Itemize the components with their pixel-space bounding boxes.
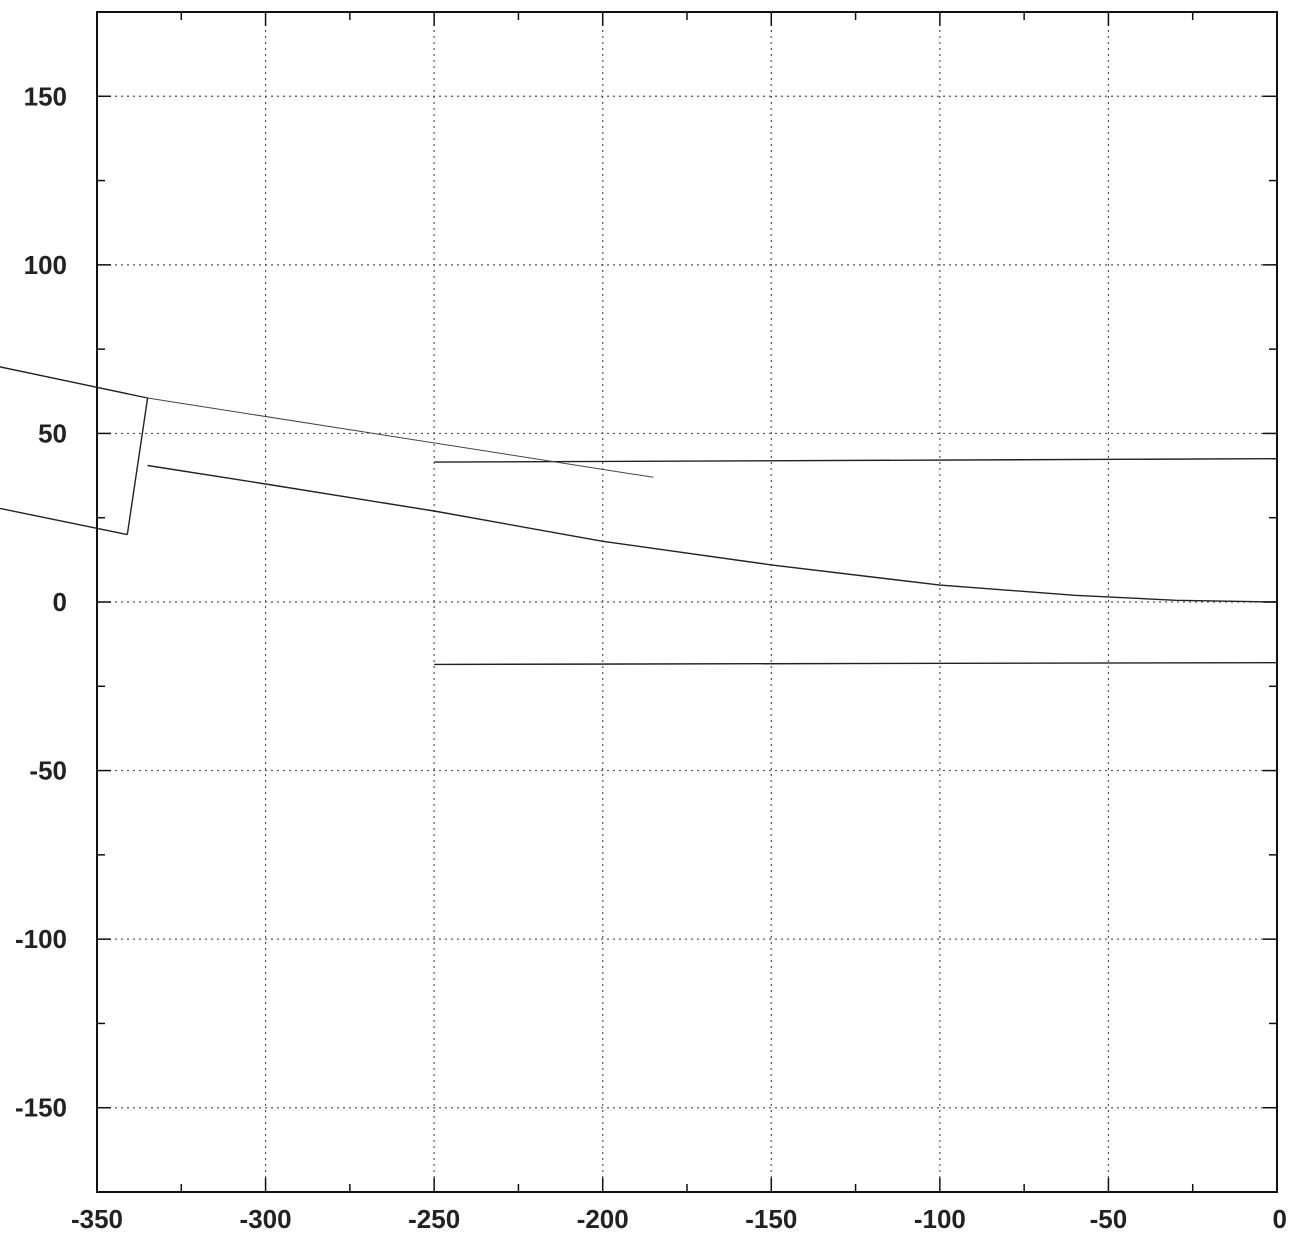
x-tick-label: -300 [240, 1204, 292, 1234]
y-tick-label: 150 [24, 81, 67, 111]
y-tick-label: -150 [15, 1093, 67, 1123]
x-axis-tick-labels: -350 -300 -250 -200 -150 -100 -50 0 [71, 1204, 1287, 1234]
x-tick-label: -200 [577, 1204, 629, 1234]
x-tick-label: -50 [1090, 1204, 1128, 1234]
y-tick-label: 100 [24, 250, 67, 280]
y-tick-label: 50 [38, 418, 67, 448]
x-tick-label: -150 [745, 1204, 797, 1234]
series-line-6 [126, 397, 149, 535]
x-tick-label: -250 [408, 1204, 460, 1234]
axis-ticks [96, 11, 1278, 1193]
y-tick-label: -50 [29, 756, 67, 786]
grid [97, 12, 1277, 1192]
x-tick-label: 0 [1273, 1204, 1287, 1234]
data-series [0, 366, 1278, 666]
series-line-5 [147, 397, 654, 478]
x-tick-label: -350 [71, 1204, 123, 1234]
series-line-1 [434, 458, 1278, 463]
x-tick-label: -100 [914, 1204, 966, 1234]
series-line-2 [434, 662, 1278, 666]
y-tick-label: 0 [53, 587, 67, 617]
y-axis-tick-labels: 150 100 50 0 -50 -100 -150 [15, 81, 67, 1122]
series-line-3 [147, 464, 1278, 603]
series-line-4 [0, 366, 148, 399]
y-tick-label: -100 [15, 924, 67, 954]
series-line-7 [0, 507, 128, 536]
